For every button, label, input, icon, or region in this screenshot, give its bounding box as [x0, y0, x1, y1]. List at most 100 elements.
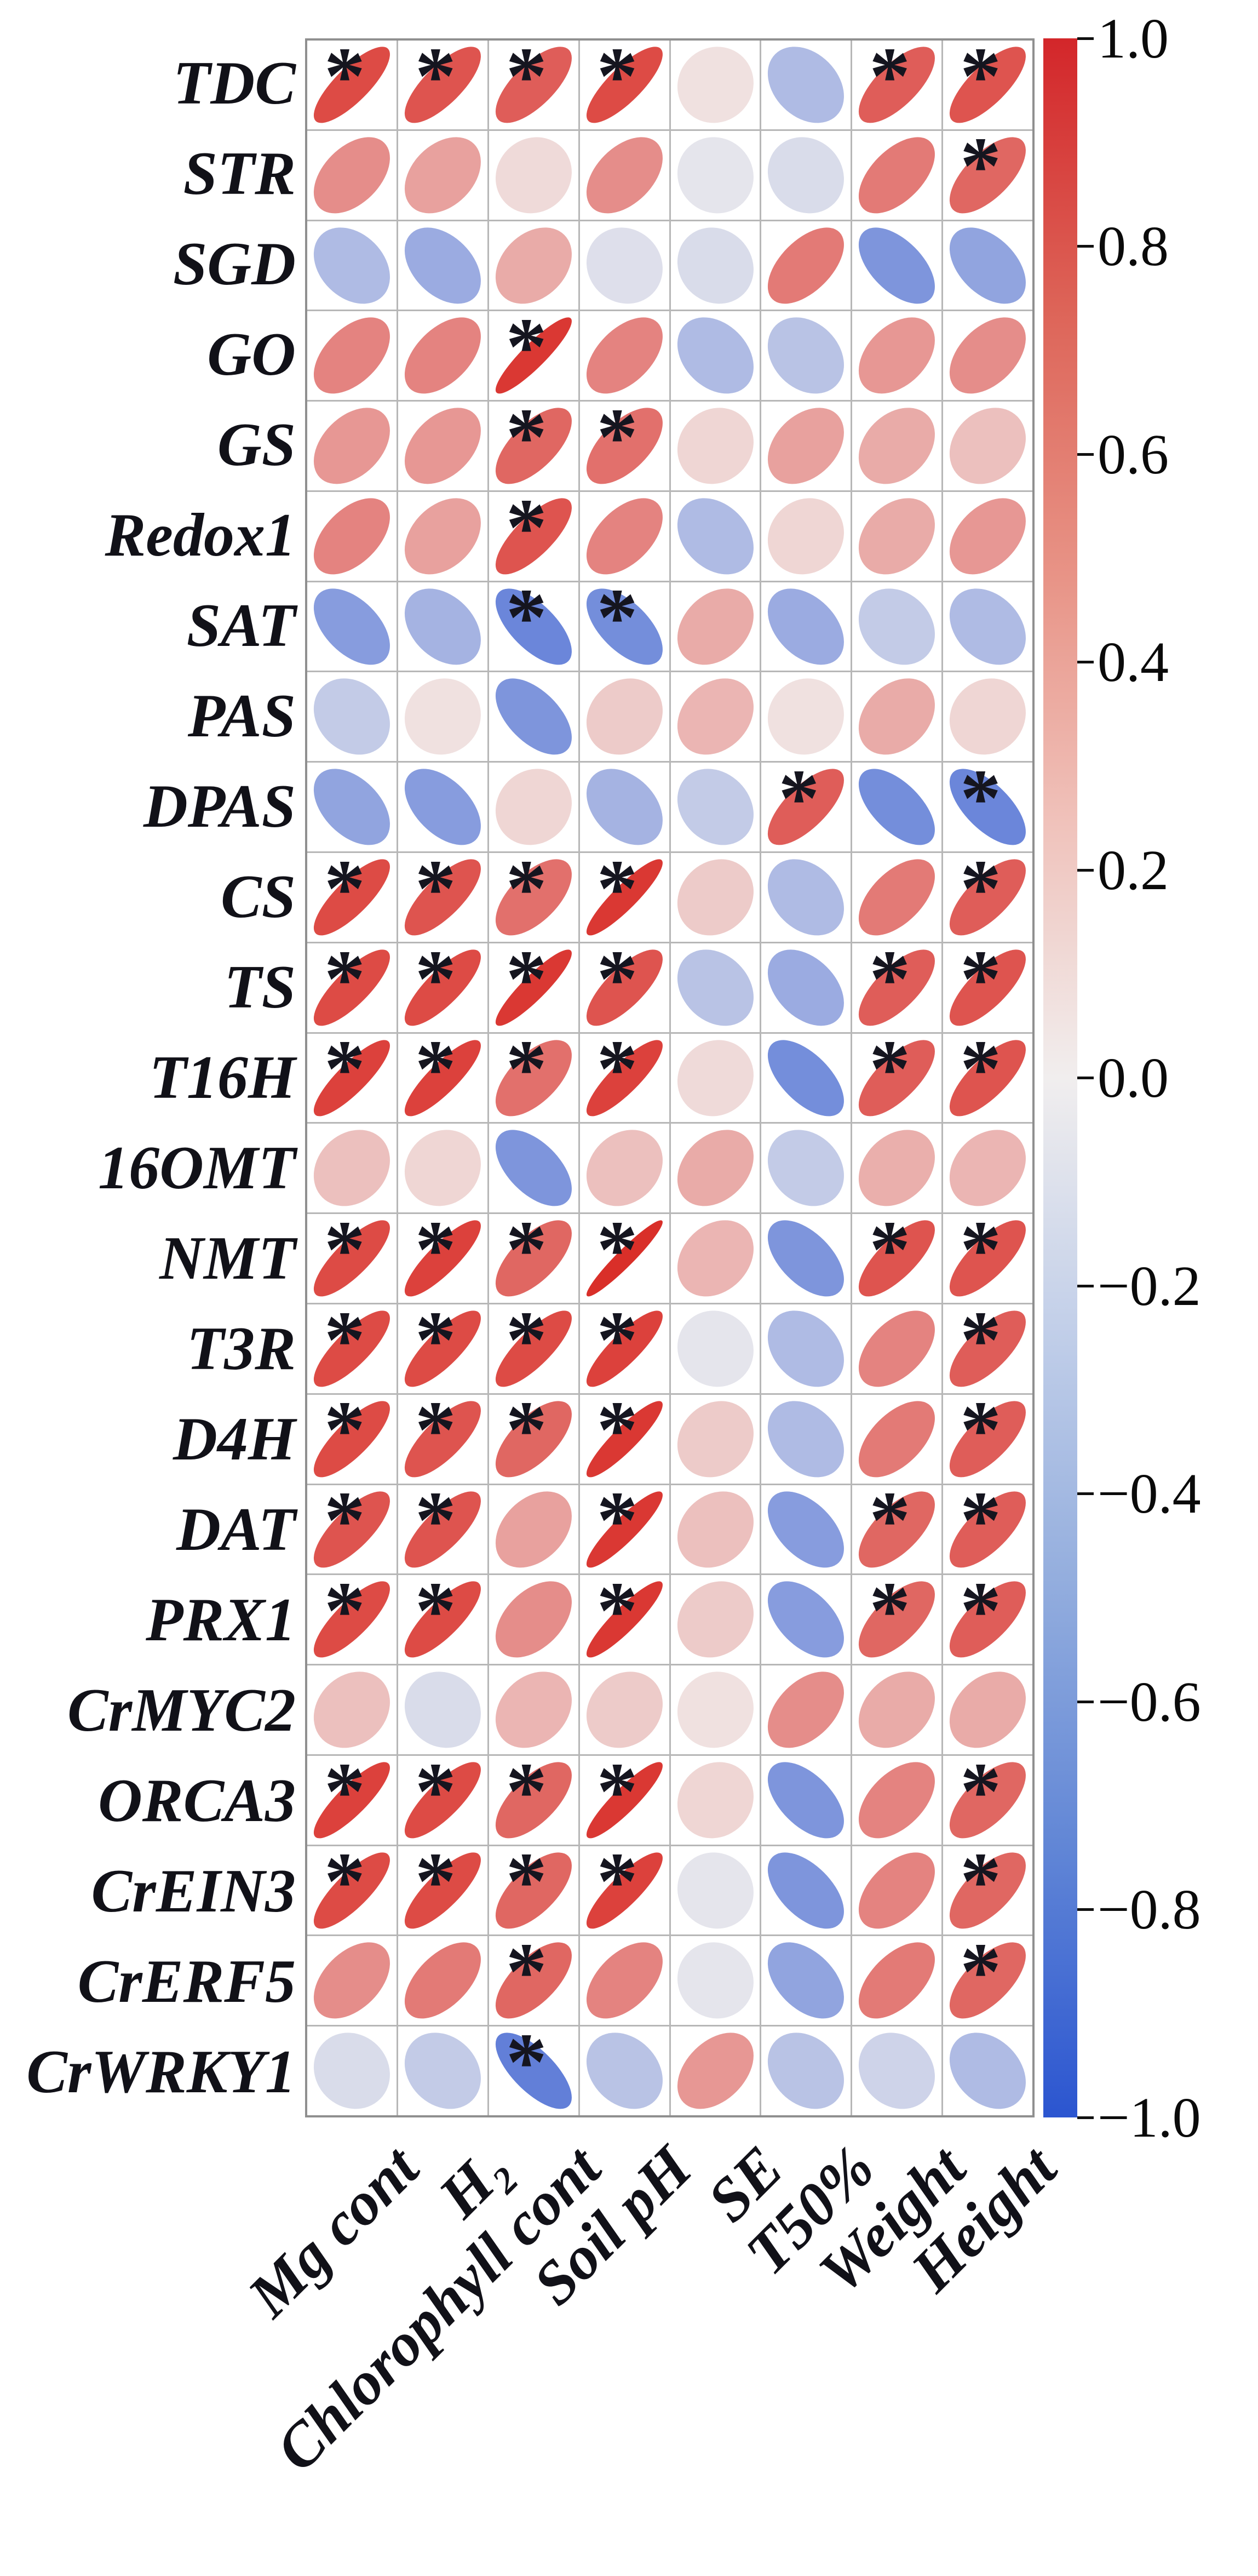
- corr-ellipse: [950, 588, 1026, 665]
- corr-ellipse: [586, 1942, 663, 2019]
- corr-ellipse: [859, 1491, 935, 1567]
- corr-cell-PAS-Soil pH: [579, 672, 669, 762]
- corr-cell-SGD-T50%: [761, 221, 851, 310]
- corr-ellipse: [404, 769, 481, 845]
- corr-cell-DAT-Soil pH: *: [579, 1485, 669, 1574]
- corr-cell-CS-Chlorophyll cont: *: [489, 853, 578, 942]
- corr-ellipse: [404, 1039, 481, 1117]
- corr-ellipse: [677, 1671, 754, 1748]
- corr-ellipse: [313, 1130, 390, 1206]
- corr-cell-CrERF5-Soil pH: [579, 1936, 669, 2025]
- corr-ellipse: [677, 859, 754, 936]
- corr-ellipse: [859, 859, 935, 936]
- corr-cell-DPAS-Weight: [852, 763, 942, 852]
- corr-ellipse: [404, 1130, 481, 1206]
- corr-cell-SAT-Soil pH: *: [579, 582, 669, 671]
- corr-ellipse: [677, 1310, 754, 1387]
- corr-cell-CS-SE: [670, 853, 760, 942]
- corr-cell-TDC-T50%: [761, 41, 851, 129]
- corr-cell-CrERF5-Chlorophyll cont: *: [489, 1936, 578, 2025]
- corr-ellipse: [586, 1762, 663, 1839]
- corr-cell-STR-Mg cont: [307, 130, 397, 220]
- corr-ellipse: [950, 317, 1026, 394]
- corr-ellipse: [859, 317, 935, 394]
- corr-ellipse: [768, 859, 845, 936]
- corr-cell-T16H-T50%: [761, 1033, 851, 1123]
- row-label-DAT: DAT: [176, 1496, 296, 1564]
- corr-ellipse: [586, 1581, 663, 1658]
- row-label-CrWRKY1: CrWRKY1: [26, 2038, 296, 2106]
- corr-cell-SGD-Height: [943, 221, 1032, 310]
- corr-ellipse: [677, 1491, 754, 1567]
- corr-ellipse: [586, 47, 663, 123]
- corr-cell-ORCA3-SE: [670, 1755, 760, 1845]
- corr-cell-STR-Weight: [852, 130, 942, 220]
- corr-cell-D4H-H₂: *: [398, 1394, 487, 1484]
- corr-cell-CrEIN3-H₂: *: [398, 1846, 487, 1935]
- corr-ellipse: [313, 1852, 390, 1929]
- row-label-16OMT: 16OMT: [98, 1134, 296, 1202]
- corr-cell-16OMT-Mg cont: [307, 1124, 397, 1213]
- corr-ellipse: [859, 2033, 935, 2109]
- corr-cell-PRX1-Soil pH: *: [579, 1575, 669, 1664]
- corr-ellipse: [950, 137, 1026, 214]
- corr-ellipse: [859, 498, 935, 575]
- corr-cell-PRX1-H₂: *: [398, 1575, 487, 1664]
- corr-cell-DAT-Weight: *: [852, 1485, 942, 1574]
- corr-cell-NMT-T50%: [761, 1214, 851, 1303]
- corr-cell-NMT-Weight: *: [852, 1214, 942, 1303]
- corr-ellipse: [768, 227, 845, 304]
- colorbar-label-−0.4: −0.4: [1098, 1462, 1201, 1525]
- colorbar-tick-0.2: [1077, 868, 1094, 872]
- corr-ellipse: [677, 498, 754, 575]
- corr-ellipse: [586, 408, 663, 484]
- corr-cell-TDC-Chlorophyll cont: *: [489, 41, 578, 129]
- row-label-STR: STR: [183, 140, 296, 208]
- corr-ellipse: [677, 1040, 754, 1116]
- colorbar-label-−1.0: −1.0: [1098, 2086, 1201, 2149]
- corr-cell-TS-SE: [670, 943, 760, 1032]
- row-label-Redox1: Redox1: [105, 501, 296, 569]
- colorbar-label-1.0: 1.0: [1098, 7, 1169, 70]
- colorbar-label-−0.2: −0.2: [1098, 1254, 1201, 1318]
- corr-cell-CrWRKY1-T50%: [761, 2027, 851, 2115]
- corr-ellipse: [859, 588, 935, 665]
- corr-ellipse: [495, 1852, 572, 1929]
- corr-cell-PRX1-SE: [670, 1575, 760, 1664]
- corr-ellipse: [677, 1220, 754, 1297]
- corr-ellipse: [950, 1130, 1026, 1206]
- corr-cell-T3R-Height: *: [943, 1304, 1032, 1393]
- corr-cell-Redox1-Chlorophyll cont: *: [489, 491, 578, 581]
- corr-cell-PRX1-Height: *: [943, 1575, 1032, 1664]
- corr-ellipse: [950, 227, 1026, 304]
- corr-cell-ORCA3-T50%: [761, 1755, 851, 1845]
- corr-cell-Redox1-SE: [670, 491, 760, 581]
- corr-cell-GS-T50%: [761, 402, 851, 490]
- corr-cell-GO-Mg cont: [307, 311, 397, 400]
- row-label-GO: GO: [207, 320, 296, 388]
- corr-ellipse: [404, 1942, 481, 2019]
- colorbar-gradient: [1043, 38, 1077, 2117]
- corr-cell-ORCA3-Chlorophyll cont: *: [489, 1755, 578, 1845]
- row-label-TS: TS: [224, 953, 296, 1021]
- corr-cell-TDC-Soil pH: *: [579, 41, 669, 129]
- corr-ellipse: [677, 1581, 754, 1658]
- corr-ellipse: [768, 949, 845, 1026]
- corr-cell-TS-Mg cont: *: [307, 943, 397, 1032]
- corr-cell-CS-Mg cont: *: [307, 853, 397, 942]
- corr-cell-SAT-Mg cont: [307, 582, 397, 671]
- corr-ellipse: [950, 769, 1026, 845]
- corr-cell-DPAS-Mg cont: [307, 763, 397, 852]
- corr-ellipse: [495, 949, 572, 1026]
- corr-ellipse: [768, 1581, 845, 1658]
- corr-ellipse: [768, 1310, 845, 1387]
- corr-ellipse: [495, 859, 572, 936]
- corr-ellipse: [313, 408, 390, 484]
- corr-ellipse: [859, 1401, 935, 1478]
- corr-cell-CS-Height: *: [943, 853, 1032, 942]
- corr-ellipse: [495, 227, 572, 304]
- corr-ellipse: [677, 1762, 754, 1839]
- corr-cell-CS-Weight: [852, 853, 942, 942]
- corr-cell-CrEIN3-Height: *: [943, 1846, 1032, 1935]
- corr-ellipse: [495, 1130, 572, 1206]
